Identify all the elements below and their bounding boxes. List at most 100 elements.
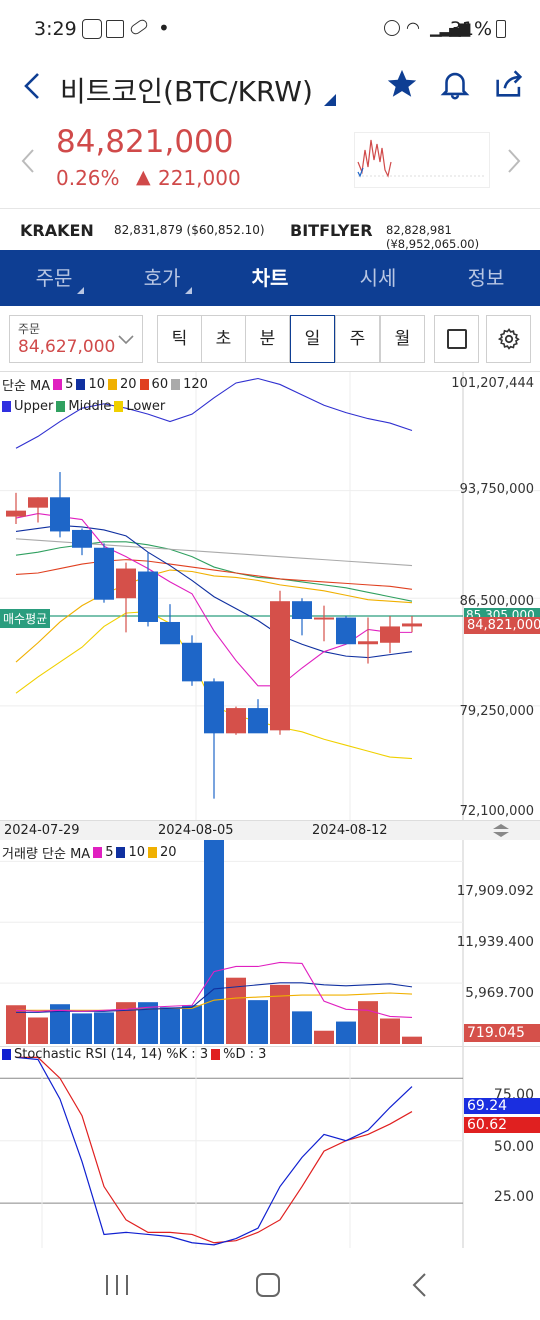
resize-handle-icon[interactable] [492,824,510,838]
stoch-rsi-panel[interactable]: Stochastic RSI (14, 14) %K : 3 %D : 3 75… [0,1046,540,1249]
order-label: 주문 [18,322,41,336]
period-week[interactable]: 주 [335,315,380,363]
change-amount: 221,000 [158,166,241,190]
candle-body [50,497,70,532]
volume-ma20-line [16,992,413,1011]
volume-bar [292,1011,312,1044]
tab-order[interactable]: 주문 [0,250,108,306]
current-price: 84,821,000 [56,124,234,160]
back-nav-icon[interactable] [410,1272,428,1298]
avg-buy-badge: 매수평균 [0,609,51,628]
period-month[interactable]: 월 [380,315,425,363]
volume-bar [270,984,290,1044]
tab-info[interactable]: 정보 [432,250,540,306]
y-tick-label: 79,250,000 [459,704,534,719]
price-chart-panel[interactable]: 단순 MA 5 10 20 60 120 Upper Middle Lower … [0,372,540,820]
date-axis: 2024-07-29 2024-08-05 2024-08-12 [0,820,540,840]
volume-bar [138,1002,158,1044]
volume-bar [6,1005,26,1044]
gear-icon [497,328,520,350]
period-minute[interactable]: 분 [245,315,290,363]
legend-swatch [139,379,149,390]
app-notification-icon [82,19,102,39]
legend-swatch [56,401,66,412]
ma-legend: 단순 MA 5 10 20 60 120 [2,375,208,394]
period-day[interactable]: 일 [290,315,335,363]
chart-toolbar: 주문 84,627,000 틱 초 분 일 주 월 [0,306,540,372]
ma-legend-title: 단순 MA [2,379,51,394]
volume-bar [182,1005,202,1044]
current-price-badge: 84,821,000 [464,617,540,634]
stoch-rsi-chart[interactable] [0,1047,540,1249]
change-percent: 0.26% [56,166,120,190]
tab-market-price[interactable]: 시세 [324,250,432,306]
page-title[interactable]: 비트코인(BTC/KRW) [60,75,313,108]
status-bar: 3:29 • ◠ ▁▂▄▆ 31% [0,0,540,58]
candle-body [402,623,422,627]
legend-swatch [108,379,117,390]
volume-legend-title: 거래량 단순 MA [2,847,91,862]
price-chart[interactable] [0,372,540,820]
tab-label: 정보 [467,266,505,290]
ma60-line [15,559,413,590]
title-dropdown-icon[interactable] [324,94,336,106]
header: 비트코인(BTC/KRW) [0,58,540,118]
volume-bar [248,1000,268,1044]
stoch-d-badge: 60.62 [464,1117,540,1133]
legend-swatch [114,401,124,412]
volume-ma5-line [15,961,413,1019]
bell-icon[interactable] [438,67,472,101]
order-price-select[interactable]: 주문 84,627,000 [9,315,143,363]
prev-coin-chevron-icon[interactable] [20,148,36,174]
back-arrow-icon[interactable] [20,70,44,102]
stoch-k-line [15,1056,413,1246]
legend-swatch [211,1049,221,1060]
home-icon[interactable] [255,1272,281,1298]
volume-chart[interactable] [0,840,540,1046]
period-tick[interactable]: 틱 [157,315,202,363]
candle-body [204,681,224,734]
share-icon[interactable] [492,67,526,101]
candle-body [182,642,202,682]
mini-price-sparkline[interactable] [354,132,490,188]
chart-settings-button[interactable] [486,315,531,363]
volume-bar [204,840,224,1044]
legend-swatch [93,847,103,858]
candle-body [314,617,334,620]
signal-icon: ▁▂▄▆ [430,19,470,37]
volume-bar [226,977,246,1044]
legend-swatch [171,379,181,390]
bb-middle-line [15,541,413,602]
volume-bar [72,1013,92,1044]
sparkline-frame [354,132,490,188]
volume-bar [28,1017,48,1044]
tab-chart[interactable]: 차트 [216,250,324,306]
y-tick-label: 101,207,444 [451,376,534,391]
tab-orderbook[interactable]: 호가 [108,250,216,306]
recent-apps-icon[interactable] [104,1274,130,1296]
legend-swatch [116,847,126,858]
chart-layout-button[interactable] [434,315,479,363]
volume-bar [336,1021,356,1044]
legend-label: Middle [68,399,112,414]
alarm-icon [384,20,400,36]
legend-label: 5 [65,377,74,392]
y-tick-label: 25.00 [493,1189,534,1205]
stoch-legend: Stochastic RSI (14, 14) %K : 3 %D : 3 [2,1047,266,1062]
tab-label: 차트 [251,266,289,290]
volume-current-badge: 719.045 [464,1024,540,1042]
volume-bar [116,1002,136,1044]
legend-label: 10 [128,845,146,860]
candle-body [138,571,158,622]
candle-body [358,641,378,645]
legend-label: Lower [126,399,166,414]
system-nav-bar [0,1248,540,1320]
period-second[interactable]: 초 [201,315,246,363]
legend-label: 60 [151,377,169,392]
exchange-value: 82,828,981 (¥8,952,065.00) [386,223,480,251]
ma20-line [15,569,413,663]
volume-chart-panel[interactable]: 거래량 단순 MA 5 10 20 17,909.092 11,939.400 … [0,840,540,1046]
star-icon[interactable] [385,67,419,101]
candle-body [270,601,290,731]
next-coin-chevron-icon[interactable] [506,148,522,174]
